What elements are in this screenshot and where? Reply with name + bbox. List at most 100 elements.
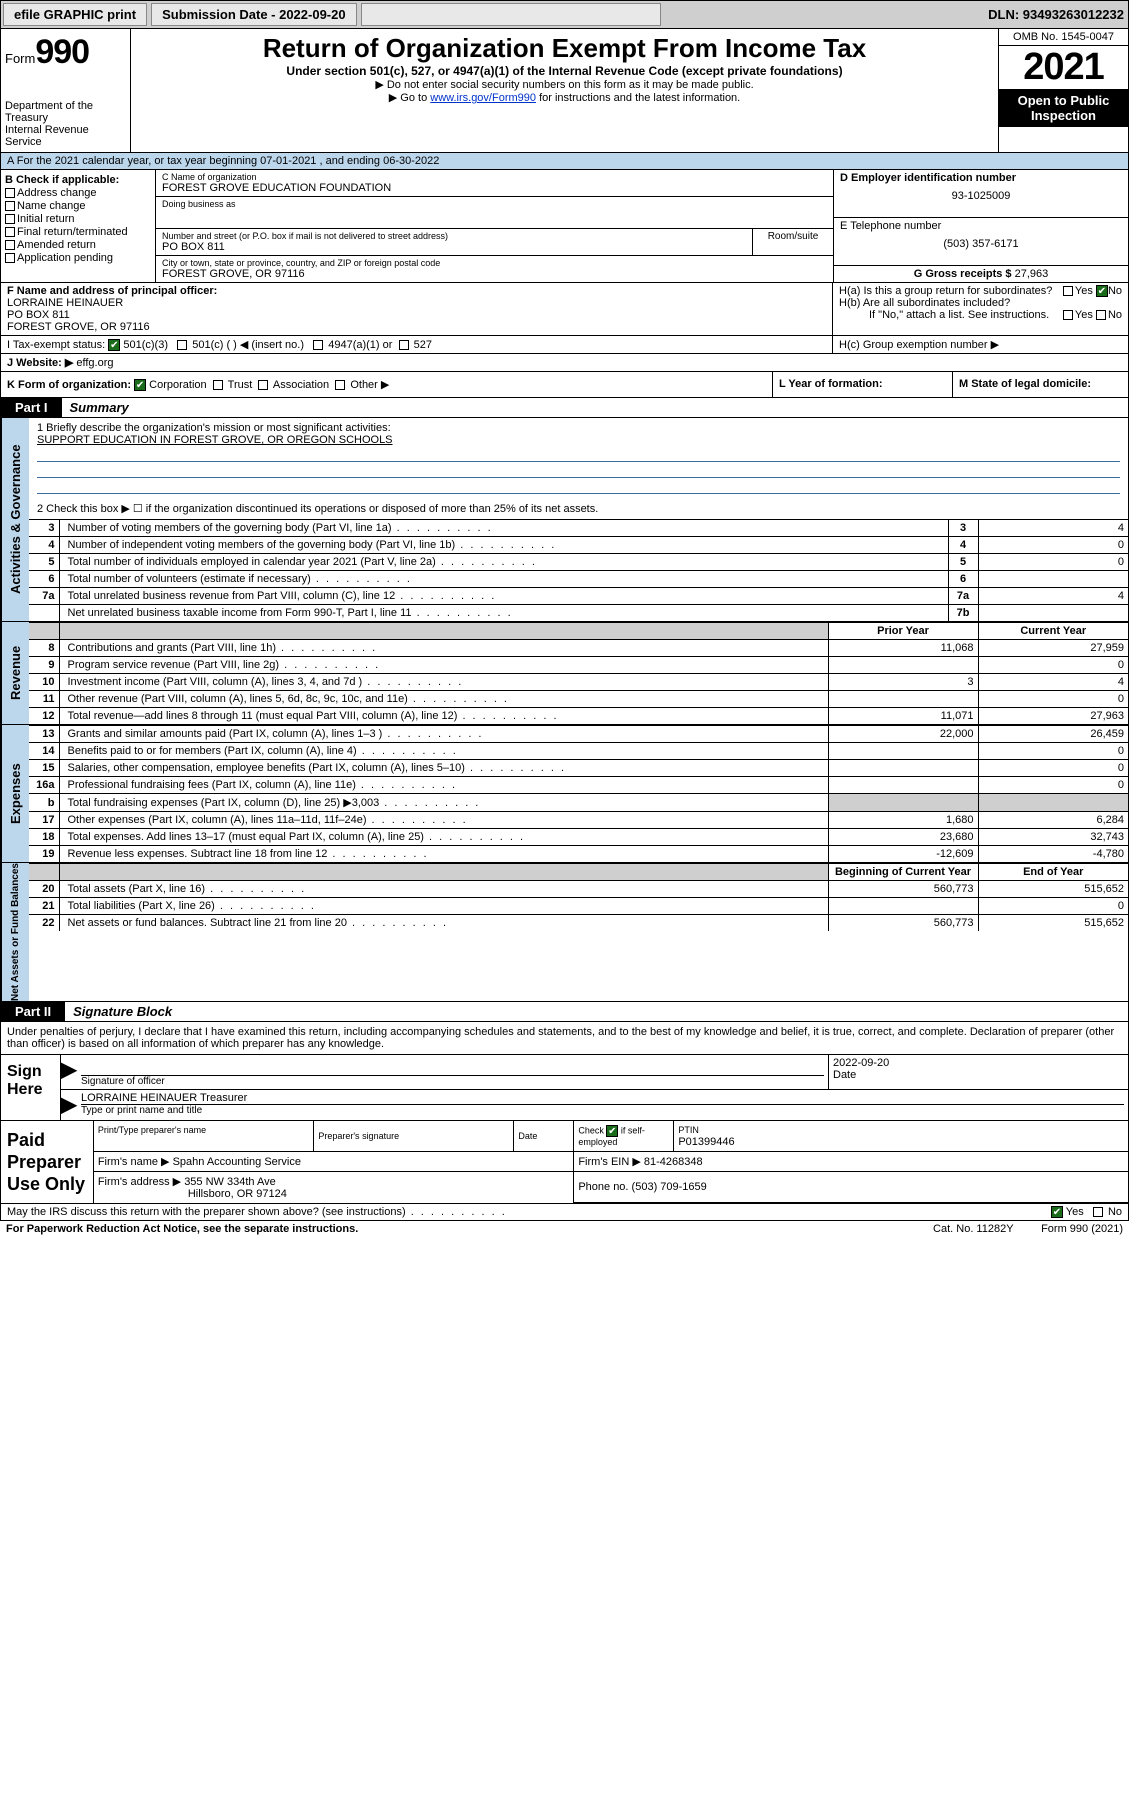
line-prior: 11,071: [828, 708, 978, 725]
line-idx: 3: [948, 520, 978, 537]
prep-h2: Preparer's signature: [318, 1131, 399, 1141]
sig-intro: Under penalties of perjury, I declare th…: [0, 1022, 1129, 1055]
tax-exempt-label: I Tax-exempt status:: [7, 339, 105, 351]
efile-button[interactable]: efile GRAPHIC print: [3, 3, 147, 26]
assoc: Association: [273, 379, 329, 391]
rev-table: Prior Year Current Year8 Contributions a…: [29, 622, 1128, 724]
line-desc: Contributions and grants (Part VIII, lin…: [59, 640, 828, 657]
gov-table: 3 Number of voting members of the govern…: [29, 519, 1128, 621]
exp-side: Expenses: [1, 725, 29, 862]
sig-officer-label: Signature of officer: [81, 1075, 824, 1087]
line-idx: 7b: [948, 605, 978, 622]
city: FOREST GROVE, OR 97116: [162, 268, 827, 280]
chk-address[interactable]: Address change: [5, 187, 151, 199]
tax-year: 2021: [999, 46, 1128, 89]
line-prior: [828, 691, 978, 708]
part1-tag: Part I: [1, 398, 62, 417]
discuss-row: May the IRS discuss this return with the…: [0, 1204, 1129, 1221]
trust: Trust: [228, 379, 253, 391]
line-curr: 0: [978, 777, 1128, 794]
gross: 27,963: [1015, 268, 1049, 280]
line-idx: 6: [948, 571, 978, 588]
other: Other ▶: [350, 379, 389, 391]
line-num: 20: [29, 881, 59, 898]
chk-name[interactable]: Name change: [5, 200, 151, 212]
officer-name: LORRAINE HEINAUER: [7, 297, 123, 309]
dept-label: Department of the Treasury: [5, 100, 126, 124]
line-num: 16a: [29, 777, 59, 794]
submission-button[interactable]: Submission Date - 2022-09-20: [151, 3, 357, 26]
firm-ein-label: Firm's EIN ▶: [578, 1156, 641, 1168]
501c3: 501(c)(3): [123, 339, 168, 351]
instructions-link[interactable]: www.irs.gov/Form990: [430, 92, 536, 104]
line-prior: 23,680: [828, 829, 978, 846]
sign-block: Sign Here ▶ Signature of officer 2022-09…: [0, 1055, 1129, 1121]
chk-application[interactable]: Application pending: [5, 252, 151, 264]
line-prior: [828, 794, 978, 812]
sig-name: LORRAINE HEINAUER Treasurer: [81, 1092, 1124, 1104]
street: PO BOX 811: [162, 241, 746, 253]
form-subtitle: Under section 501(c), 527, or 4947(a)(1)…: [137, 64, 992, 78]
dba-label: Doing business as: [162, 199, 827, 209]
line-num: 17: [29, 812, 59, 829]
cat-no: Cat. No. 11282Y: [933, 1223, 1014, 1235]
line-prior: [828, 657, 978, 674]
firm-ein: 81-4268348: [644, 1156, 703, 1168]
line-num: [29, 605, 59, 622]
chk-initial[interactable]: Initial return: [5, 213, 151, 225]
line-prior: 560,773: [828, 915, 978, 932]
line-prior: 22,000: [828, 726, 978, 743]
row-i: I Tax-exempt status: ✔ 501(c)(3) 501(c) …: [0, 336, 1129, 354]
gov-side: Activities & Governance: [1, 418, 29, 621]
net-section: Net Assets or Fund Balances Beginning of…: [0, 863, 1129, 1002]
line-prior: 560,773: [828, 881, 978, 898]
col-c: C Name of organization FOREST GROVE EDUC…: [156, 170, 833, 282]
line-desc: Other expenses (Part IX, column (A), lin…: [59, 812, 828, 829]
firm-phone: (503) 709-1659: [632, 1181, 707, 1193]
line-num: 22: [29, 915, 59, 932]
discuss-yes: Yes: [1066, 1206, 1084, 1218]
line-num: 19: [29, 846, 59, 863]
firm-addr-label: Firm's address ▶: [98, 1176, 181, 1188]
line-num: 13: [29, 726, 59, 743]
line-amt: 4: [978, 520, 1128, 537]
net-side: Net Assets or Fund Balances: [1, 863, 29, 1001]
part1-header: Part I Summary: [0, 398, 1129, 418]
ptin: P01399446: [678, 1136, 734, 1148]
corp: Corporation: [149, 379, 206, 391]
prep-label: Paid Preparer Use Only: [1, 1121, 94, 1203]
col-b: B Check if applicable: Address change Na…: [1, 170, 156, 282]
form-header: Form990 Department of the Treasury Inter…: [0, 29, 1129, 153]
line-num: 15: [29, 760, 59, 777]
expenses-section: Expenses 13 Grants and similar amounts p…: [0, 725, 1129, 863]
identity-block: B Check if applicable: Address change Na…: [0, 170, 1129, 283]
line-num: 12: [29, 708, 59, 725]
part2-title: Signature Block: [65, 1004, 172, 1019]
line-prior: 3: [828, 674, 978, 691]
row-klm: K Form of organization: ✔ Corporation Tr…: [0, 372, 1129, 398]
blank-button[interactable]: [361, 3, 661, 26]
chk-amended[interactable]: Amended return: [5, 239, 151, 251]
line-amt: 0: [978, 537, 1128, 554]
sign-label: Sign Here: [1, 1055, 61, 1120]
527: 527: [414, 339, 432, 351]
line-num: b: [29, 794, 59, 812]
line-idx: 5: [948, 554, 978, 571]
line-desc: Grants and similar amounts paid (Part IX…: [59, 726, 828, 743]
state-domicile: M State of legal domicile:: [953, 372, 1128, 397]
governance-section: Activities & Governance 1 Briefly descri…: [0, 418, 1129, 622]
line-desc: Total revenue—add lines 8 through 11 (mu…: [59, 708, 828, 725]
net-table: Beginning of Current Year End of Year20 …: [29, 863, 1128, 931]
line-curr: 27,959: [978, 640, 1128, 657]
line-amt: [978, 571, 1128, 588]
chk-final[interactable]: Final return/terminated: [5, 226, 151, 238]
line-desc: Professional fundraising fees (Part IX, …: [59, 777, 828, 794]
phone-label: E Telephone number: [840, 220, 941, 232]
ein-label: D Employer identification number: [840, 172, 1016, 184]
line-desc: Program service revenue (Part VIII, line…: [59, 657, 828, 674]
q2: 2 Check this box ▶ ☐ if the organization…: [37, 502, 1120, 515]
line-curr: 4: [978, 674, 1128, 691]
preparer-block: Paid Preparer Use Only Print/Type prepar…: [0, 1121, 1129, 1204]
col-deg: D Employer identification number 93-1025…: [833, 170, 1128, 282]
officer-label: F Name and address of principal officer:: [7, 285, 217, 297]
